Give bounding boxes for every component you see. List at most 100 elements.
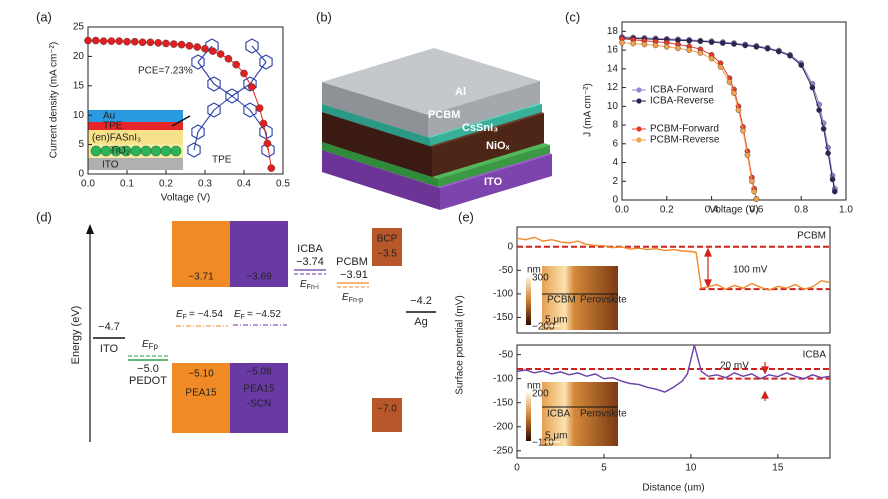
value: = −4.52 [247,309,281,320]
lumo-box [172,221,230,287]
data-point [169,40,178,48]
data-point [115,37,123,45]
y-tick-label: -150 [493,397,513,408]
bond [197,45,213,63]
data-point [735,107,742,113]
series-line [621,38,757,200]
energy-diagram: Energy (eV) −4.7 ITO EFp −5.0 PEDOT −3.7… [70,221,436,442]
y-tick-label: 0 [78,169,84,180]
nanoparticle [160,145,172,157]
data-point [829,176,836,183]
panel-label: (c) [565,9,580,24]
data-point [154,39,162,47]
inset-text: −200 [532,322,555,333]
data-point [84,36,92,45]
inset-text: Perovskite [580,295,627,306]
inset-text: nm [527,381,541,392]
data-point [798,62,805,68]
panel-label: (a) [36,9,52,24]
series-line [621,42,757,200]
y-tick-label: -100 [493,373,513,384]
data-point [731,90,737,96]
inset-text: 300 [532,273,549,284]
data-point [99,37,108,45]
slab-front [322,142,438,187]
x-tick-label: 0.1 [120,179,134,190]
level-value: −5.0 [137,363,159,375]
inset-text: 5 μm [545,315,567,326]
inset-text: 200 [532,389,549,400]
x-tick-label: 0.4 [705,205,719,216]
afm-image [542,382,618,446]
level-name: -SCN [247,399,271,410]
annotation: PCE=7.23% [138,66,193,77]
level-name: ICBA [297,243,323,255]
level-value: −5.08 [246,367,272,378]
bond [231,83,251,97]
subscript: Fn-i [307,284,320,291]
device-stack [322,48,552,210]
data-point [193,43,201,51]
x-tick-label: 10 [685,463,697,474]
data-point [664,44,670,50]
arrow-head [704,247,712,257]
series-line [516,236,831,291]
ring [191,124,205,140]
slab-front [322,82,428,137]
arrow-head [704,279,712,289]
value: = −4.54 [189,309,223,320]
slab-side [428,81,540,137]
data-point [240,69,248,78]
nanoparticle [90,145,102,157]
data-point [201,44,209,53]
level-value: −4.2 [410,295,432,307]
y-tick-label: 2 [612,176,618,187]
homo-box [172,363,230,433]
layer-ito [88,158,183,170]
y-tick-label: -250 [493,445,513,456]
level-value: −3.91 [340,269,368,281]
data-point [224,54,233,63]
slab-front [322,104,430,146]
inset-text: −110 [532,438,554,449]
y-tick-label: -200 [493,421,513,432]
plot-frame [87,26,284,175]
legend-marker [636,126,642,132]
annotation: 20 mV [720,361,749,372]
ring [261,142,275,158]
y-tick-label: 16 [607,45,619,56]
data-point [740,127,746,134]
symbol: E [234,309,241,320]
annotation: ICBA [803,350,827,361]
panel-label: (d) [36,209,52,224]
level-value: −3.71 [188,272,214,283]
data-point [697,38,704,45]
level-value: −3.5 [377,249,397,260]
axis-arrow [86,224,94,234]
y-tick-label: 0 [612,195,618,206]
level-value: −7.0 [377,404,397,415]
x-tick-label: 0.2 [159,179,173,190]
data-point [619,39,625,46]
symbol: E [300,279,307,290]
data-point [753,196,760,202]
level-name: ITO [100,343,119,355]
ring [207,102,221,118]
bond [251,45,267,63]
ring [259,124,273,140]
data-point [708,55,715,62]
x-axis-label: Voltage (V) [709,205,758,216]
bond [197,109,215,133]
layer-label: TPE [103,121,123,132]
fermi-label: EF = −4.54 [176,309,223,321]
x-tick-label: 5 [601,463,607,474]
ring [245,38,259,54]
y-tick-label: 20 [73,51,85,62]
symbol: E [342,292,349,303]
layer-tpe [88,122,183,130]
lumo-box [230,221,288,287]
y-tick-label: 10 [607,101,619,112]
slab-top [322,48,540,115]
annotation: 100 mV [733,265,768,276]
nanoparticle [150,145,162,157]
